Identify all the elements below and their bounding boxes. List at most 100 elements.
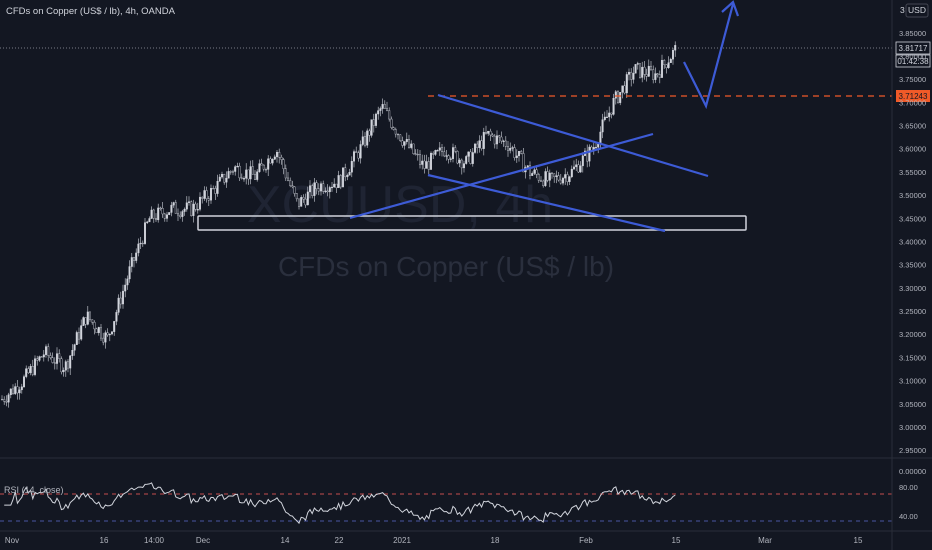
candle-body — [467, 151, 470, 157]
candle-body — [271, 159, 274, 164]
candle-body — [447, 155, 450, 160]
candle-body — [181, 211, 184, 217]
candle-body — [544, 171, 547, 186]
candle-body — [372, 119, 375, 126]
candle-body — [522, 153, 525, 173]
triangle-lower-trendline[interactable] — [349, 132, 654, 220]
candle-body — [366, 130, 369, 146]
candle-body — [416, 153, 419, 156]
candle-body — [93, 322, 96, 330]
candle-body — [636, 63, 639, 65]
candle-body — [66, 361, 69, 369]
candle-body — [630, 72, 633, 80]
candle-body — [143, 222, 146, 244]
candle-body — [23, 376, 26, 388]
candle-body — [331, 186, 334, 189]
candle-body — [132, 257, 135, 261]
candle-body — [234, 166, 237, 172]
candle-body — [223, 174, 226, 183]
last-price-value: 3.81717 — [899, 44, 928, 53]
candle-body — [84, 317, 87, 325]
time-axis[interactable]: Nov 16 14:00 Dec 14 22 2021 18 Feb 15 Mar 15 — [5, 536, 863, 545]
candle-body — [641, 66, 644, 78]
candle-body — [511, 147, 514, 149]
drawings[interactable] — [197, 0, 892, 233]
candle-body — [273, 156, 276, 160]
triangle-upper-trendline[interactable] — [437, 93, 709, 178]
candle-body — [280, 157, 283, 160]
price-tick-label: 3.70000 — [899, 98, 926, 107]
candle-body — [313, 182, 316, 196]
candle-body — [361, 136, 364, 145]
price-tick-label: 3.20000 — [899, 330, 926, 339]
candle-body — [324, 190, 327, 192]
candle-body — [667, 62, 670, 68]
candle-body — [320, 183, 323, 192]
candle-body — [170, 204, 173, 213]
projection-arrow[interactable] — [683, 3, 735, 110]
candle-body — [251, 166, 254, 175]
candle-body — [357, 152, 360, 159]
candle-body — [471, 152, 474, 164]
candle-body — [342, 167, 345, 188]
support-zone-box[interactable] — [197, 215, 747, 231]
candle-body — [621, 85, 624, 93]
candle-body — [491, 134, 494, 137]
candle-body — [276, 152, 279, 158]
candle-body — [542, 180, 545, 186]
candle-body — [500, 136, 503, 142]
candle-body — [379, 108, 382, 111]
candle-body — [231, 171, 234, 173]
candle-body — [218, 176, 221, 182]
candle-body — [405, 139, 408, 142]
candle-body — [612, 98, 615, 115]
candle-body — [454, 147, 457, 152]
candle-body — [335, 183, 338, 189]
time-tick-label: 15 — [854, 536, 863, 545]
candle-body — [80, 325, 83, 340]
currency-prefix: 3 — [900, 5, 905, 15]
candle-body — [18, 389, 21, 394]
channel-lower-trendline[interactable] — [427, 173, 666, 233]
candle-body — [412, 143, 415, 154]
candle-body — [73, 344, 76, 351]
candle-body — [7, 394, 10, 403]
candle-body — [196, 209, 199, 211]
candle-body — [339, 175, 342, 188]
candle-body — [507, 146, 510, 151]
price-tick-label: 3.75000 — [899, 75, 926, 84]
candle-body — [238, 165, 241, 179]
candle-body — [258, 163, 261, 172]
candle-body — [293, 186, 296, 194]
currency-button[interactable] — [905, 3, 929, 18]
candle-body — [344, 167, 347, 178]
candle-body — [632, 73, 635, 80]
candle-body — [443, 151, 446, 157]
candle-body — [172, 202, 175, 206]
candle-body — [381, 104, 384, 109]
candle-body — [333, 183, 336, 188]
candle-body — [551, 172, 554, 174]
candle-body — [564, 174, 567, 179]
candle-body — [597, 144, 600, 148]
candle-body — [240, 177, 243, 179]
candle-body — [194, 203, 197, 210]
candle-body — [474, 143, 477, 153]
candle-body — [614, 91, 617, 99]
candle-body — [436, 150, 439, 152]
candle-body — [9, 388, 12, 396]
candle-body — [309, 185, 312, 193]
candle-body — [555, 175, 558, 177]
time-tick-label: Nov — [5, 536, 19, 545]
candle-body — [1, 398, 4, 401]
candle-body — [575, 164, 578, 168]
candle-body — [183, 208, 186, 212]
candle-body — [421, 160, 424, 165]
time-tick-label: 22 — [335, 536, 344, 545]
candle-body — [216, 181, 219, 194]
candle-body — [458, 159, 461, 164]
candle-body — [647, 65, 650, 77]
candle-body — [502, 140, 505, 142]
